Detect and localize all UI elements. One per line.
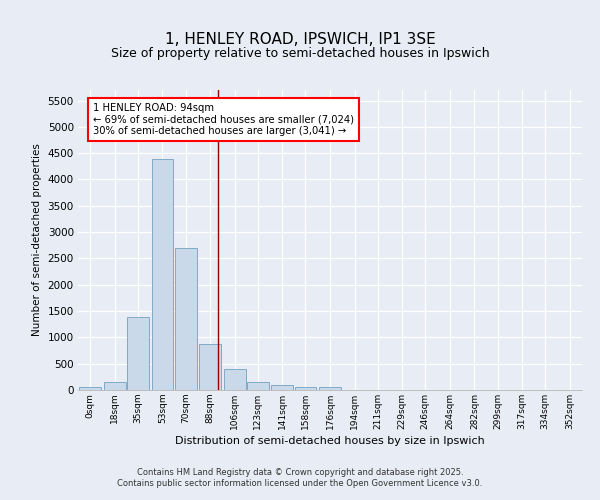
Bar [224, 370, 245, 390]
X-axis label: Distribution of semi-detached houses by size in Ipswich: Distribution of semi-detached houses by … [175, 436, 485, 446]
Bar [319, 388, 341, 390]
Bar [127, 318, 149, 390]
Bar [152, 160, 173, 390]
Text: 1 HENLEY ROAD: 94sqm
← 69% of semi-detached houses are smaller (7,024)
30% of se: 1 HENLEY ROAD: 94sqm ← 69% of semi-detac… [93, 103, 354, 136]
Y-axis label: Number of semi-detached properties: Number of semi-detached properties [32, 144, 42, 336]
Bar [199, 344, 221, 390]
Bar [79, 388, 101, 390]
Bar [271, 386, 293, 390]
Bar [104, 382, 125, 390]
Text: Contains HM Land Registry data © Crown copyright and database right 2025.
Contai: Contains HM Land Registry data © Crown c… [118, 468, 482, 487]
Bar [175, 248, 197, 390]
Text: 1, HENLEY ROAD, IPSWICH, IP1 3SE: 1, HENLEY ROAD, IPSWICH, IP1 3SE [164, 32, 436, 48]
Bar [295, 387, 316, 390]
Text: Size of property relative to semi-detached houses in Ipswich: Size of property relative to semi-detach… [110, 48, 490, 60]
Bar [247, 382, 269, 390]
